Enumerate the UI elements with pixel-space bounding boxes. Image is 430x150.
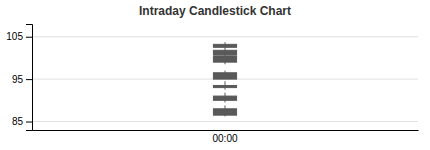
candle [213,105,236,116]
y-axis: 85 95 105 [6,25,32,131]
tick-mark [26,79,32,80]
tick-label: 95 [12,74,24,85]
axis-line [33,130,419,131]
candle [213,93,236,103]
candle [213,71,236,79]
candle-body [213,44,236,47]
axis-line [26,25,33,131]
candle-body [213,73,236,79]
tick: 95 [12,74,32,85]
plot: 85 95 105 00:00 [6,25,418,145]
candle-body [213,56,236,62]
candle-body [213,85,236,87]
candle-body [213,109,236,115]
title: Intraday Candlestick Chart [139,4,291,18]
chart: Intraday Candlestick Chart 85 95 105 00:00 [0,0,430,150]
tick: 105 [6,31,32,42]
tick-mark [26,122,32,123]
grid-line [32,121,418,122]
tick-label: 85 [12,116,24,127]
tick-label: 105 [6,31,23,42]
grid-line [32,36,418,37]
tick: 00:00 [212,133,237,144]
candle [213,54,236,65]
tick-label: 00:00 [212,133,237,144]
candle [213,81,236,89]
candle [213,47,236,54]
candles [213,42,236,116]
tick: 85 [12,116,32,127]
candle [213,42,236,47]
tick-mark [26,37,32,38]
x-axis: 00:00 [33,131,419,145]
grid [32,37,418,122]
candle-body [213,96,236,100]
